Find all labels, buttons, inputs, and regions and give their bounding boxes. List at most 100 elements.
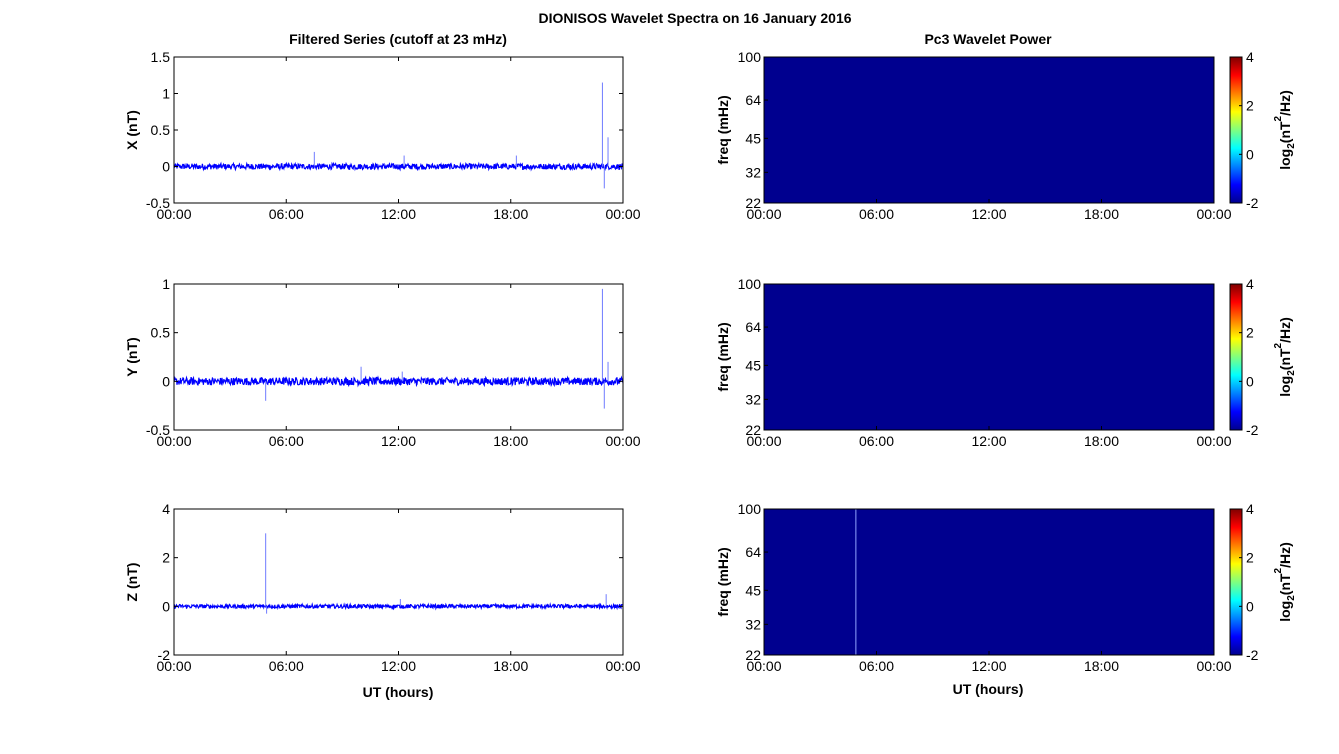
spectrum-image	[764, 509, 1214, 655]
y-tick-label: 100	[738, 49, 762, 65]
series-line	[173, 602, 624, 611]
x-tick-label: 18:00	[1084, 433, 1119, 449]
y-axis-label: X (nT)	[124, 110, 140, 150]
y-tick-label: 32	[745, 164, 761, 180]
colorbar-tick-label: 0	[1246, 146, 1254, 162]
left-column-title: Filtered Series (cutoff at 23 mHz)	[289, 31, 507, 47]
y-axis-label: freq (mHz)	[715, 547, 731, 616]
x-tick-label: 18:00	[493, 433, 528, 449]
x-tick-label: 12:00	[971, 433, 1006, 449]
colorbar-tick-label: 4	[1246, 49, 1254, 65]
y-axis-label: freq (mHz)	[715, 95, 731, 164]
x-tick-label: 00:00	[156, 206, 191, 222]
left-xlabel: UT (hours)	[363, 684, 434, 700]
y-tick-label: 100	[738, 501, 762, 517]
series-line	[173, 375, 624, 388]
plot-frame	[173, 56, 624, 204]
x-tick-label: 00:00	[156, 658, 191, 674]
x-tick-label: 00:00	[746, 206, 781, 222]
colorbar-tick-label: -2	[1246, 647, 1259, 663]
y-tick-label: 1	[162, 86, 170, 102]
x-tick-label: 00:00	[1196, 206, 1231, 222]
x-tick-label: 12:00	[381, 433, 416, 449]
panel-2: -0.5 0 0.5 1 00:00 06:00 12:00 18:00 00:00 Y (nT)	[124, 276, 641, 449]
colorbar-tick-label: 0	[1246, 373, 1254, 389]
colorbar-tick-label: 4	[1246, 276, 1254, 292]
y-tick-label: 22	[745, 422, 761, 438]
colorbar-tick-label: -2	[1246, 422, 1259, 438]
colorbar-label: log2(nT2/Hz)	[1273, 90, 1297, 170]
colorbar-tick-label: 0	[1246, 598, 1254, 614]
y-axis-label: Z (nT)	[124, 563, 140, 602]
x-tick-label: 00:00	[156, 433, 191, 449]
y-tick-label: 64	[745, 92, 761, 108]
y-tick-label: 45	[745, 130, 761, 146]
colorbar	[1229, 508, 1243, 656]
panel-3: -2 0 2 4 00:00 06:00 12:00 18:00 00:00 Z (nT)	[124, 501, 641, 674]
y-tick-label: 0.5	[151, 122, 171, 138]
y-tick-label: 45	[745, 582, 761, 598]
figure-title: DIONISOS Wavelet Spectra on 16 January 2…	[538, 10, 851, 26]
x-tick-label: 12:00	[381, 206, 416, 222]
colorbar-label: log2(nT2/Hz)	[1273, 317, 1297, 397]
y-tick-label: 1	[162, 276, 170, 292]
y-axis-label: freq (mHz)	[715, 322, 731, 391]
x-tick-label: 18:00	[1084, 206, 1119, 222]
x-tick-label: 00:00	[746, 658, 781, 674]
y-tick-label: -0.5	[146, 195, 170, 211]
x-tick-label: 06:00	[269, 658, 304, 674]
y-tick-label: 4	[162, 501, 170, 517]
y-tick-label: 32	[745, 391, 761, 407]
x-tick-label: 00:00	[605, 658, 640, 674]
right-column-title: Pc3 Wavelet Power	[924, 31, 1052, 47]
spectrum-image	[764, 57, 1214, 203]
y-tick-label: 22	[745, 195, 761, 211]
x-tick-label: 18:00	[493, 206, 528, 222]
x-tick-label: 00:00	[605, 206, 640, 222]
colorbar	[1229, 283, 1243, 431]
plot-frame	[173, 508, 624, 656]
x-tick-label: 06:00	[269, 206, 304, 222]
panels: -0.5 0 0.5 1 1.5 00:00 06:00 12:00 18:00 00:00 X (…	[124, 49, 1297, 674]
x-tick-label: 06:00	[859, 433, 894, 449]
y-tick-label: 0	[162, 373, 170, 389]
colorbar-label: log2(nT2/Hz)	[1273, 542, 1297, 622]
colorbar	[1229, 56, 1243, 204]
x-tick-label: 00:00	[746, 433, 781, 449]
y-tick-label: 0	[162, 159, 170, 175]
y-tick-label: 1.5	[151, 49, 171, 65]
colorbar-tick-label: 2	[1246, 550, 1254, 566]
x-tick-label: 18:00	[1084, 658, 1119, 674]
x-tick-label: 18:00	[493, 658, 528, 674]
x-tick-label: 00:00	[1196, 658, 1231, 674]
right-xlabel: UT (hours)	[953, 681, 1024, 697]
y-tick-label: 64	[745, 319, 761, 335]
plot-frame	[173, 283, 624, 431]
x-tick-label: 00:00	[605, 433, 640, 449]
y-tick-label: 32	[745, 616, 761, 632]
spectrum-image	[764, 284, 1214, 430]
y-tick-label: 100	[738, 276, 762, 292]
y-tick-label: 64	[745, 544, 761, 560]
colorbar-tick-label: 4	[1246, 501, 1254, 517]
y-tick-label: 22	[745, 647, 761, 663]
x-tick-label: 06:00	[859, 658, 894, 674]
y-tick-label: 0.5	[151, 325, 171, 341]
x-tick-label: 12:00	[971, 206, 1006, 222]
colorbar-tick-label: 2	[1246, 325, 1254, 341]
y-tick-label: -0.5	[146, 422, 170, 438]
y-tick-label: -2	[158, 647, 171, 663]
panel-1: -0.5 0 0.5 1 1.5 00:00 06:00 12:00 18:00 00:00 X (…	[124, 49, 641, 222]
x-tick-label: 06:00	[859, 206, 894, 222]
y-tick-label: 0	[162, 598, 170, 614]
x-tick-label: 12:00	[971, 658, 1006, 674]
x-tick-label: 00:00	[1196, 433, 1231, 449]
x-tick-label: 06:00	[269, 433, 304, 449]
y-tick-label: 45	[745, 357, 761, 373]
colorbar-tick-label: -2	[1246, 195, 1259, 211]
x-tick-label: 12:00	[381, 658, 416, 674]
